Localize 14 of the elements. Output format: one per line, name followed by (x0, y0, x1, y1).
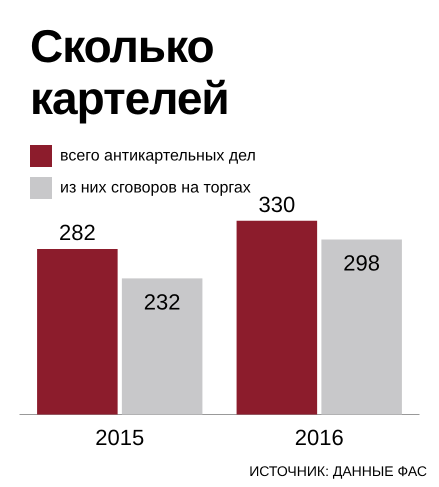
data-label: 232 (144, 289, 181, 314)
bar (122, 278, 202, 415)
legend-label: из них сговоров на торгах (60, 179, 251, 196)
data-label: 298 (343, 250, 380, 276)
x-tick-label: 2016 (294, 424, 344, 450)
chart-title: Сколько картелей (30, 20, 230, 124)
x-tick-label: 2015 (95, 424, 144, 450)
bar (37, 248, 118, 415)
bar (321, 240, 402, 415)
data-label: 330 (258, 192, 296, 217)
text: ИСТОЧНИК: ДАННЫЕ ФАС (249, 463, 427, 479)
data-label: 282 (58, 220, 96, 246)
legend-label: всего антикартельных дел (60, 147, 256, 164)
bar (236, 220, 318, 415)
